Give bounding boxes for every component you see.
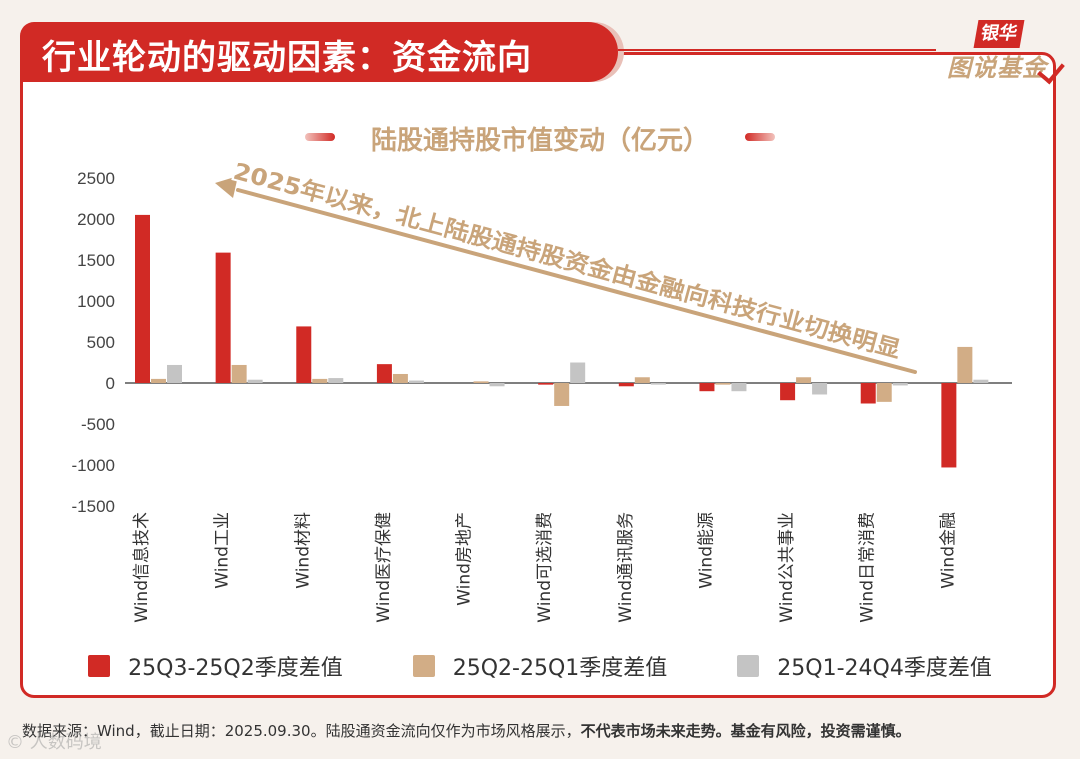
legend-swatch-1 [88,655,111,677]
bar-series-3-cat-2 [247,379,263,383]
bar-series-2-cat-7 [634,377,650,383]
y-tick-label: -500 [81,415,115,434]
legend-label-3: 25Q1-24Q4季度差值 [777,656,992,681]
legend-item-series-3: 25Q1-24Q4季度差值 [737,650,992,682]
bar-series-3-cat-4 [408,380,424,383]
x-category-label: Wind日常消费 [858,512,878,623]
legend-swatch-3 [737,655,760,677]
brand-name: 图说基金 [947,54,1047,82]
y-tick-label: -1000 [72,456,115,475]
legend-item-series-1: 25Q3-25Q2季度差值 [88,650,343,682]
x-category-label: Wind能源 [696,512,716,589]
bar-series-3-cat-1 [167,364,182,383]
x-category-label: Wind医疗保健 [374,512,394,623]
bar-series-3-cat-6 [570,362,586,383]
bar-series-2-cat-8 [715,383,731,385]
annotation-arrow-head [215,176,238,198]
y-tick-label: 500 [87,333,115,352]
bar-series-1-cat-7 [618,383,634,387]
x-category-label: Wind可选消费 [535,512,555,623]
watermark: © 人数码境 [6,732,102,753]
bar-series-3-cat-11 [973,379,989,383]
x-category-label: Wind金融 [938,512,958,589]
bar-series-1-cat-8 [699,383,715,392]
legend-swatch-2 [412,655,435,677]
bar-series-1-cat-6 [538,383,554,385]
bar-series-3-cat-8 [731,383,747,392]
content-card [20,52,1056,698]
bar-series-2-cat-6 [554,383,570,406]
title-decoration-right [745,133,775,141]
y-tick-label: 1500 [77,251,115,270]
y-tick-label: -1500 [72,497,115,516]
title-banner [20,22,618,82]
chart-title: 陆股通持股市值变动（亿元） [370,126,709,156]
bar-series-3-cat-5 [489,383,505,387]
y-tick-label: 2500 [77,169,115,188]
bar-series-3-cat-10 [892,383,908,386]
chart-legend: 25Q3-25Q2季度差值 25Q2-25Q1季度差值 25Q1-24Q4季度差… [0,648,1080,684]
bar-series-1-cat-10 [860,383,876,404]
bar-series-2-cat-10 [876,383,892,402]
bar-series-3-cat-9 [812,383,828,395]
footer-disclaimer: 不代表市场未来走势。基金有风险，投资需谨慎。 [580,722,911,740]
bar-series-1-cat-1 [135,214,150,383]
footer-note: 数据来源：Wind，截止日期：2025.09.30。陆股通资金流向仅作为市场风格… [22,720,1062,741]
bar-series-3-cat-3 [328,378,344,383]
title-divider [618,49,936,51]
bar-series-2-cat-3 [312,378,328,383]
annotation-text: 2025年以来，北上陆股通持股资金由金融向科技行业切换明显 [230,158,903,364]
bar-series-1-cat-9 [780,383,796,401]
annotation-arrow-line [236,188,917,374]
bar-series-2-cat-11 [957,346,973,383]
x-category-label: Wind公共事业 [777,512,797,623]
x-category-label: Wind工业 [213,512,233,589]
y-tick-label: 1000 [77,292,115,311]
bar-series-3-cat-7 [650,383,666,385]
bar-series-1-cat-11 [941,383,957,468]
footer-source: 数据来源：Wind，截止日期：2025.09.30。陆股通资金流向仅作为市场风格… [22,722,581,740]
legend-label-2: 25Q2-25Q1季度差值 [452,656,668,681]
x-category-label: Wind通讯服务 [616,512,636,623]
bar-series-1-cat-4 [376,364,392,383]
x-category-label: Wind房地产 [455,512,475,606]
bar-series-2-cat-1 [151,378,166,383]
page-title: 行业轮动的驱动因素：资金流向 [42,38,532,78]
bar-series-2-cat-5 [473,381,489,383]
legend-label-1: 25Q3-25Q2季度差值 [128,656,343,681]
bar-series-1-cat-3 [296,326,312,383]
x-category-label: Wind材料 [293,512,313,589]
bar-series-2-cat-9 [796,377,812,383]
x-category-label: Wind信息技术 [132,512,152,623]
y-tick-label: 2000 [77,210,115,229]
title-decoration-left [305,133,335,141]
bar-series-2-cat-2 [231,364,247,383]
bar-series-2-cat-4 [392,373,408,383]
legend-item-series-2: 25Q2-25Q1季度差值 [412,650,668,682]
y-tick-label: 0 [106,374,115,393]
bar-series-1-cat-2 [215,252,231,383]
